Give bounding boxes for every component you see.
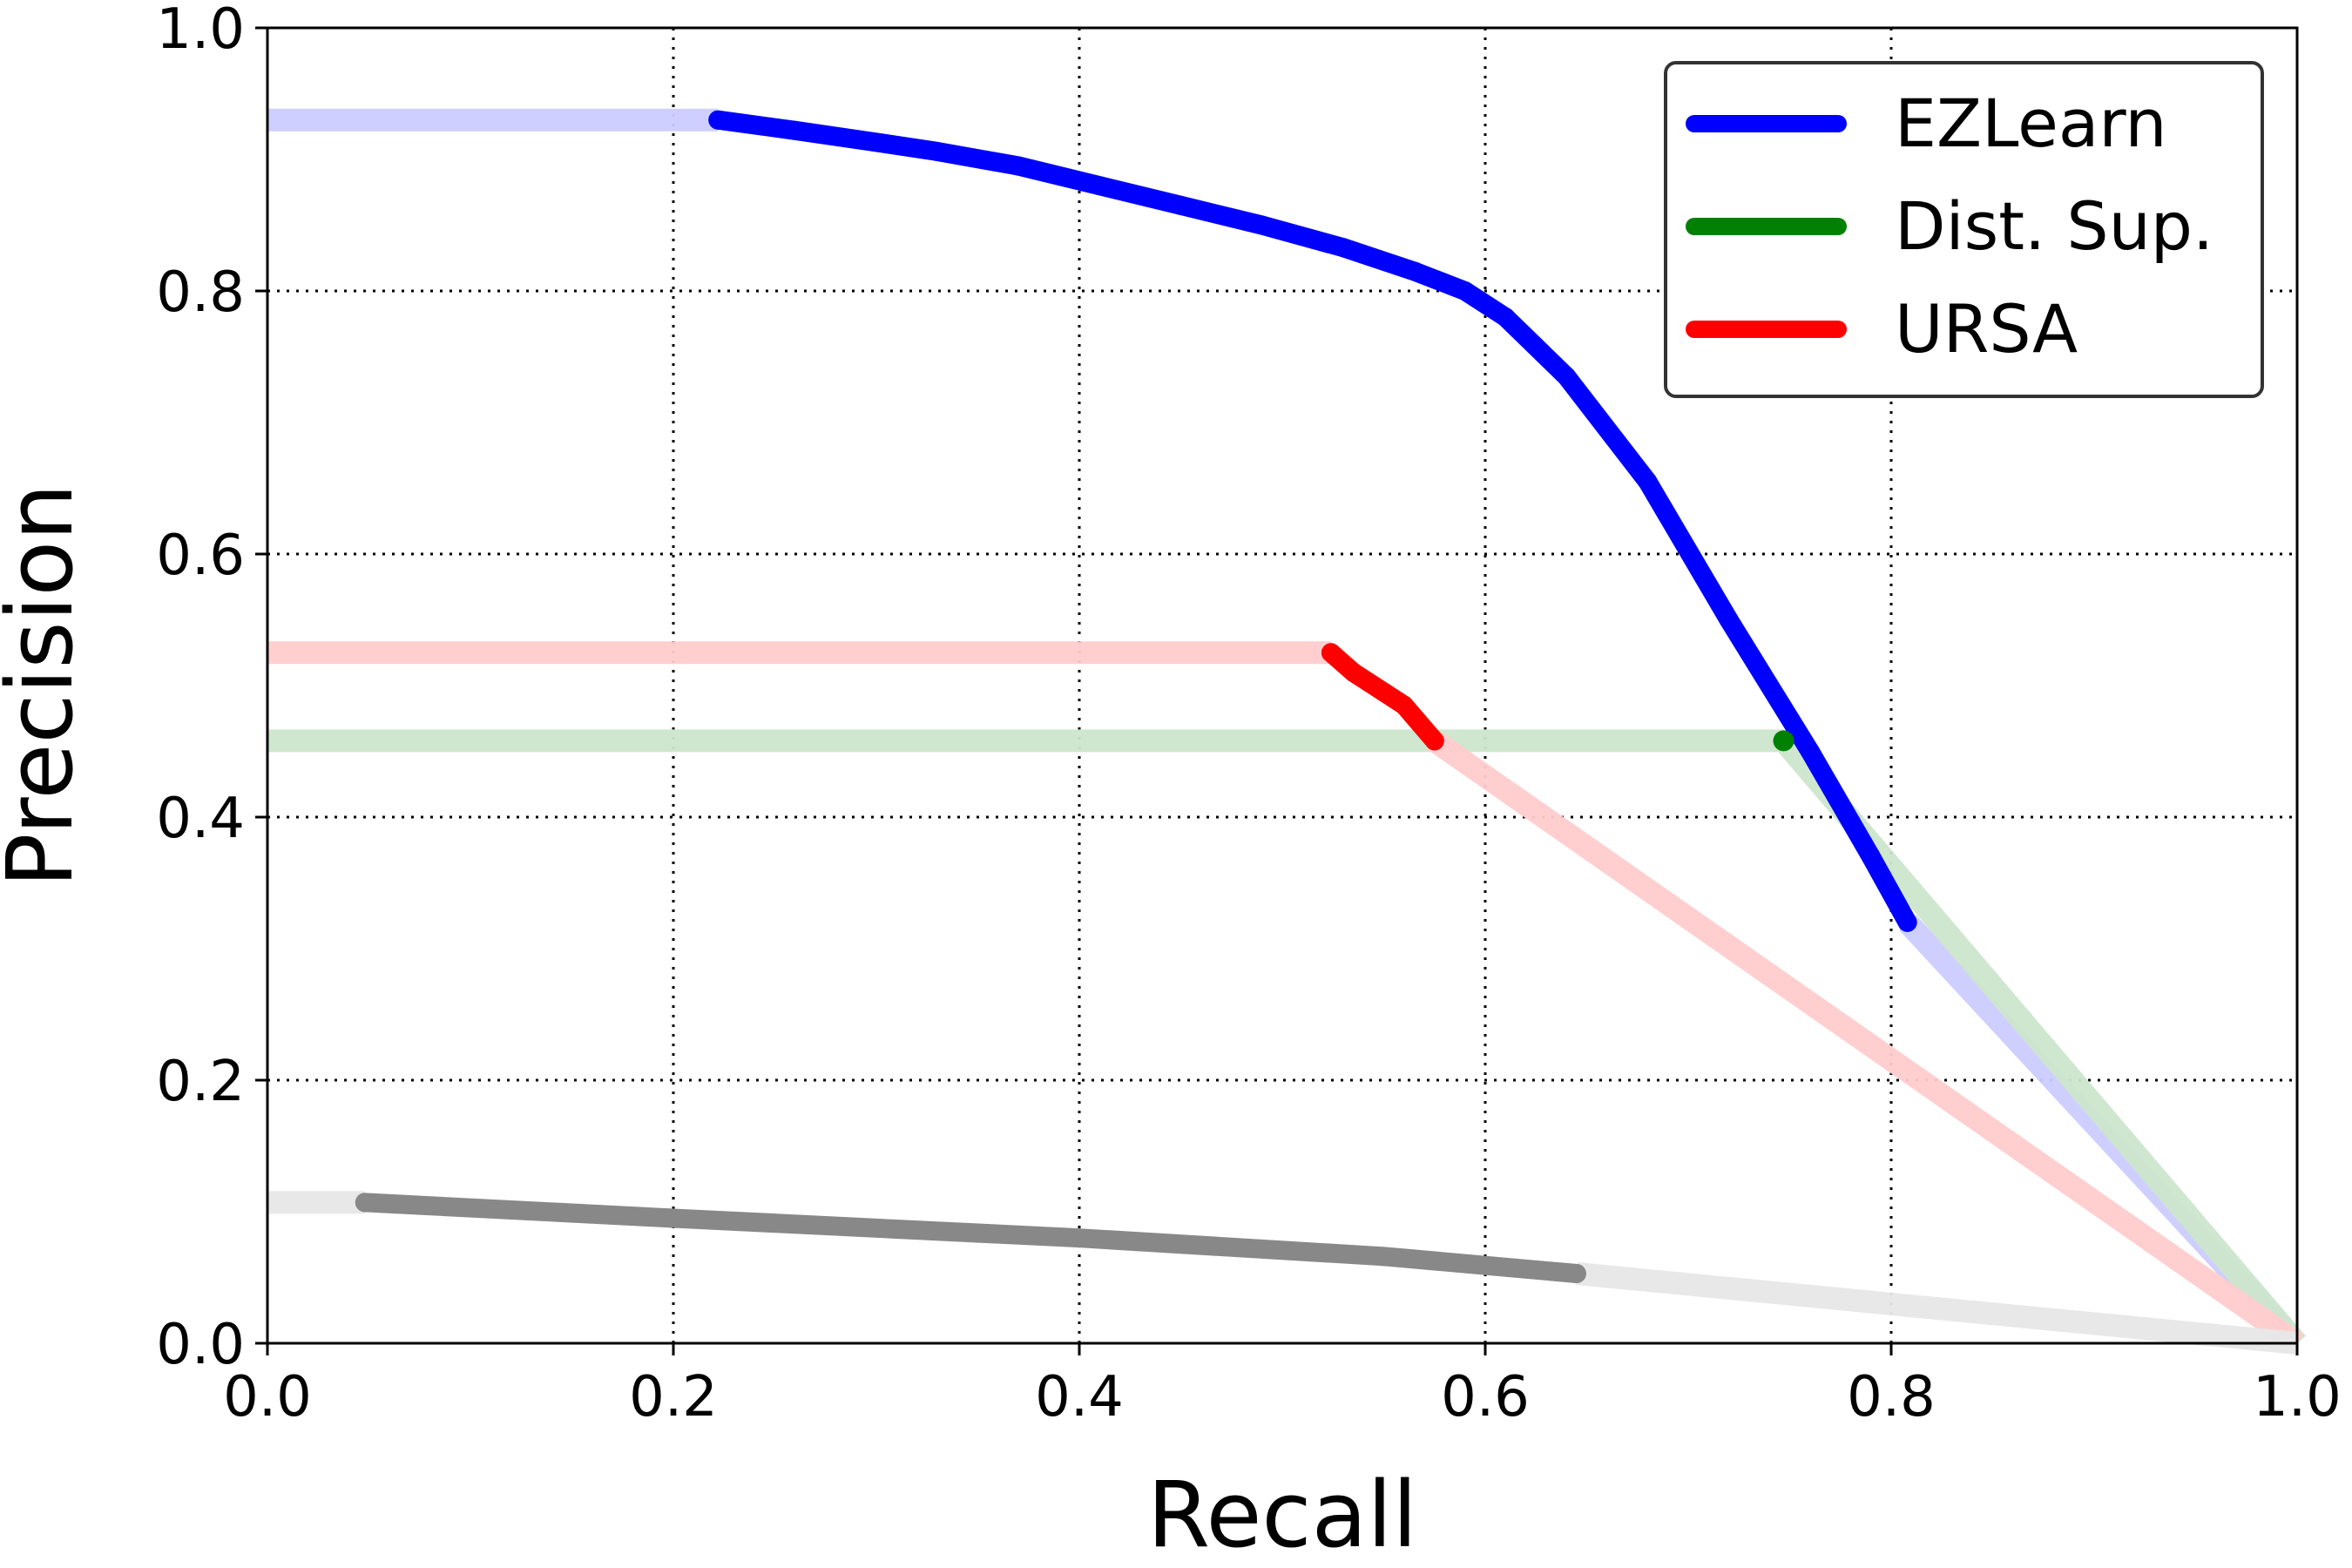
data-point-unlabeled-3-2 xyxy=(1070,1228,1089,1248)
data-point-ursa-3 xyxy=(1394,695,1414,715)
series-extension-unlabeled-3 xyxy=(267,1191,2299,1355)
x-tick-label-2: 0.4 xyxy=(1035,1365,1124,1429)
data-point-ezlearn-1 xyxy=(785,120,805,140)
data-point-ezlearn-11 xyxy=(1496,308,1516,328)
data-point-ezlearn-10 xyxy=(1455,281,1475,301)
data-point-ursa-2 xyxy=(1374,682,1394,702)
series-line-unlabeled-3 xyxy=(355,1193,1586,1283)
data-point-ezlearn-7 xyxy=(1252,215,1272,235)
x-axis-title: Recall xyxy=(1147,1462,1417,1568)
data-point-ezlearn-9 xyxy=(1404,261,1424,281)
data-point-unlabeled-3-1 xyxy=(664,1208,683,1228)
legend-label-ursa: URSA xyxy=(1895,290,2078,368)
data-point-dist-sup-0 xyxy=(1773,730,1794,752)
x-tick-label-5: 1.0 xyxy=(2253,1365,2342,1429)
data-point-ezlearn-4 xyxy=(1009,156,1029,176)
data-point-ezlearn-14 xyxy=(1719,610,1739,630)
legend: EZLearn Dist. Sup. URSA xyxy=(1664,61,2264,398)
y-tick-label-1: 0.2 xyxy=(156,1050,245,1114)
plot-frame xyxy=(266,26,2299,1345)
data-point-ezlearn-12 xyxy=(1557,367,1577,387)
y-tick-label-0: 0.0 xyxy=(156,1313,245,1377)
x-tick-label-0: 0.0 xyxy=(223,1365,312,1429)
data-point-ezlearn-6 xyxy=(1171,195,1191,215)
data-point-ursa-0 xyxy=(1321,643,1341,663)
y-axis-title: Precision xyxy=(0,483,93,888)
x-tick-label-4: 0.8 xyxy=(1847,1365,1936,1429)
series-extension-ursa xyxy=(267,641,2304,1353)
legend-item-dist-sup: Dist. Sup. xyxy=(1686,187,2213,265)
legend-item-ezlearn: EZLearn xyxy=(1686,84,2167,162)
series-line-ezlearn xyxy=(708,110,1917,932)
data-point-ezlearn-15 xyxy=(1800,741,1820,761)
data-point-ezlearn-0 xyxy=(708,110,728,130)
data-point-ursa-4 xyxy=(1424,731,1444,751)
data-point-ezlearn-16 xyxy=(1861,847,1881,867)
data-point-ezlearn-5 xyxy=(1090,176,1110,196)
axis-ticks: 0.0 0.2 0.4 0.6 0.8 1.0 0.0 0.2 0.4 0.6 0.8 1.0 xyxy=(156,0,2342,1429)
data-point-ursa-1 xyxy=(1343,662,1363,682)
legend-label-dist-sup: Dist. Sup. xyxy=(1895,187,2213,265)
data-point-unlabeled-3-0 xyxy=(355,1193,375,1213)
x-tick-label-1: 0.2 xyxy=(629,1365,718,1429)
data-point-ezlearn-13 xyxy=(1638,471,1658,491)
series-curves xyxy=(355,110,1917,1283)
y-tick-label-3: 0.6 xyxy=(156,524,245,588)
y-tick-label-2: 0.4 xyxy=(156,787,245,851)
x-tick-label-3: 0.6 xyxy=(1441,1365,1530,1429)
data-point-unlabeled-3-4 xyxy=(1566,1263,1586,1283)
legend-item-ursa: URSA xyxy=(1686,290,2078,368)
data-point-ezlearn-8 xyxy=(1333,238,1353,258)
legend-box xyxy=(1664,61,2264,398)
y-tick-label-5: 1.0 xyxy=(156,0,245,62)
data-point-ezlearn-3 xyxy=(927,141,947,161)
legend-label-ezlearn: EZLearn xyxy=(1895,84,2167,162)
data-point-ezlearn-17 xyxy=(1897,912,1917,932)
data-point-ezlearn-2 xyxy=(867,132,886,152)
data-point-unlabeled-3-3 xyxy=(1374,1247,1394,1267)
y-tick-label-4: 0.8 xyxy=(156,260,245,325)
